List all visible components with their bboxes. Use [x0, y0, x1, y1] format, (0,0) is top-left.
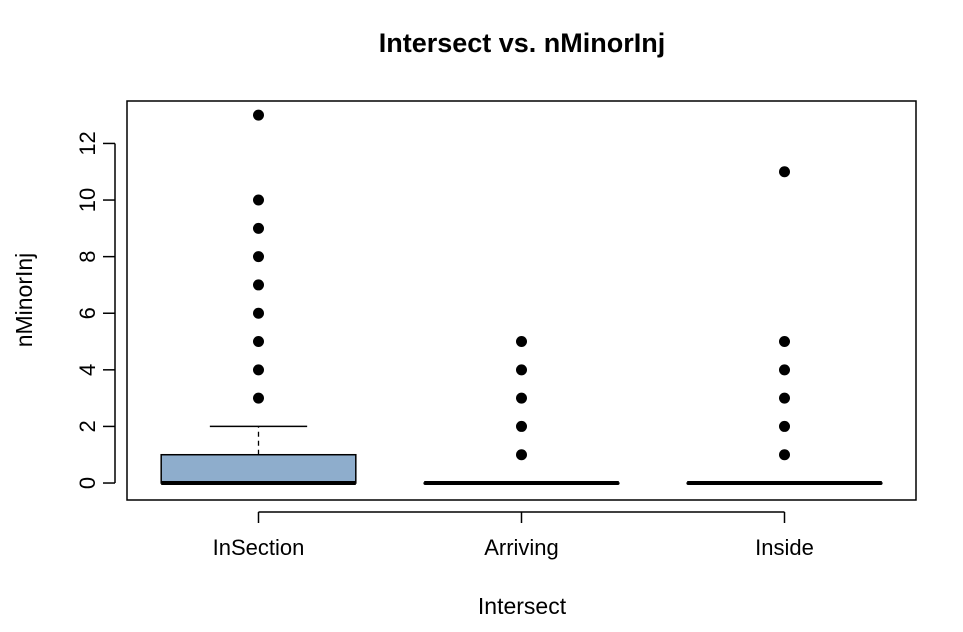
outlier-point	[516, 364, 527, 376]
outlier-point	[779, 420, 790, 432]
outlier-point	[253, 109, 264, 121]
box-inside	[686, 166, 883, 486]
outlier-point	[253, 392, 264, 404]
outlier-point	[253, 279, 264, 291]
outlier-point	[253, 307, 264, 319]
chart-title: Intersect vs. nMinorInj	[379, 28, 666, 58]
y-tick-label: 10	[75, 188, 100, 212]
outlier-point	[779, 336, 790, 348]
y-tick-label: 4	[75, 364, 100, 376]
outlier-point	[253, 222, 264, 234]
outlier-point	[253, 194, 264, 206]
y-axis: 0 2 4 6 8 10 12	[75, 131, 116, 489]
x-axis-title: Intersect	[478, 593, 567, 619]
x-tick-label: Arriving	[484, 535, 559, 560]
outlier-point	[516, 392, 527, 404]
outlier-point	[779, 449, 790, 461]
outlier-point	[516, 449, 527, 461]
box-insection	[160, 109, 357, 486]
plot-frame	[126, 100, 917, 501]
y-tick-label: 0	[75, 477, 100, 489]
x-tick-label: InSection	[213, 535, 305, 560]
outlier-point	[516, 336, 527, 348]
boxes	[160, 109, 883, 486]
x-tick-label: Inside	[755, 535, 814, 560]
outlier-point	[779, 364, 790, 376]
y-tick-label: 6	[75, 307, 100, 319]
y-tick-label: 8	[75, 251, 100, 263]
x-axis: InSection Arriving Inside	[213, 511, 814, 560]
y-axis-title: nMinorInj	[11, 253, 37, 348]
box-arriving	[423, 336, 620, 486]
box-body	[160, 453, 357, 484]
y-tick-label: 12	[75, 131, 100, 155]
y-tick-label: 2	[75, 420, 100, 432]
outlier-point	[779, 166, 790, 178]
outlier-point	[779, 392, 790, 404]
outlier-point	[253, 251, 264, 263]
outlier-point	[253, 364, 264, 376]
outlier-point	[516, 420, 527, 432]
outlier-point	[253, 336, 264, 348]
